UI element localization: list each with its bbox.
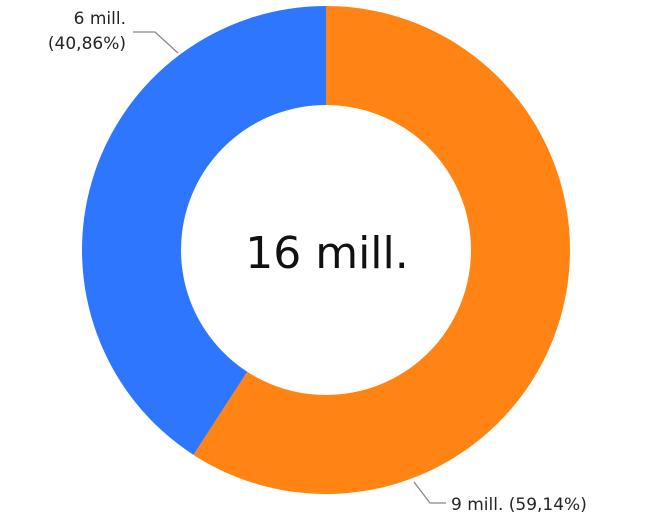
orange-slice-data-label: 9 mill. (59,14%)	[451, 495, 587, 515]
blue-slice-leader-line	[133, 31, 179, 54]
orange-slice[interactable]	[193, 6, 570, 494]
blue-slice-data-label-percent: (40,86%)	[48, 34, 126, 54]
orange-slice-leader-line	[413, 481, 446, 504]
blue-slice-data-label-value: 6 mill.	[74, 9, 126, 29]
center-total-label: 16 mill.	[245, 228, 409, 279]
donut-slices	[81, 6, 570, 494]
blue-slice[interactable]	[81, 6, 326, 455]
